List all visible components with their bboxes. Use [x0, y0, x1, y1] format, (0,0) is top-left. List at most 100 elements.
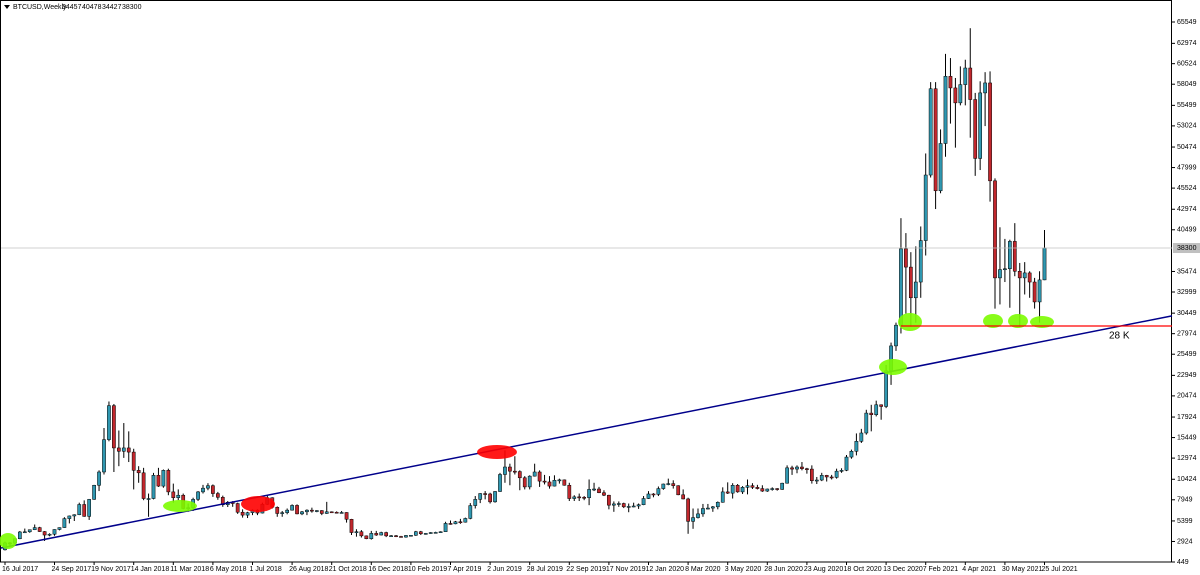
candle-body: [750, 485, 755, 488]
candle-body: [82, 504, 87, 517]
y-tick-label: 47999: [1177, 164, 1197, 171]
x-tick-label: 6 May 2018: [210, 566, 247, 573]
candle-body: [864, 412, 869, 434]
x-tick-label: 17 Nov 2019: [606, 566, 646, 573]
y-tick-label: 50474: [1177, 144, 1197, 151]
candle-body: [468, 505, 473, 519]
candle-body: [1017, 270, 1022, 279]
candle-body: [562, 479, 567, 486]
candle-body: [909, 266, 913, 299]
candle-body: [790, 467, 794, 470]
y-tick-label: 25499: [1177, 351, 1197, 358]
candle-body: [819, 475, 824, 481]
candle-body: [171, 491, 176, 498]
current-price-box: [1173, 243, 1200, 254]
candle-body: [77, 504, 82, 515]
candle-body: [998, 269, 1002, 279]
x-tick-label: 22 Sep 2019: [566, 566, 606, 573]
candle-body: [636, 504, 641, 507]
candle-body: [176, 494, 181, 498]
y-tick-label: 62974: [1177, 40, 1197, 47]
candle-body: [280, 512, 285, 514]
candle-body: [498, 474, 502, 492]
candle-body: [552, 480, 557, 487]
candle-body: [329, 511, 334, 514]
candle-body: [522, 477, 527, 488]
candle-body: [567, 485, 572, 499]
highlight: [0, 533, 17, 549]
candle-body: [978, 92, 982, 159]
candle-body: [211, 485, 215, 494]
chart-title: BTCUSD,Weekly: [13, 4, 67, 11]
candle-body: [933, 88, 938, 192]
candle-body: [854, 441, 859, 452]
candle-body: [131, 451, 136, 471]
candle-body: [349, 519, 354, 533]
x-tick-label: 28 Jul 2019: [527, 566, 563, 573]
candle-body: [607, 494, 611, 506]
candle-body: [428, 532, 433, 534]
y-tick-label: 15449: [1177, 434, 1197, 441]
highlight: [1030, 316, 1054, 328]
candle-body: [37, 527, 42, 532]
candle-body: [671, 483, 676, 486]
candle-body: [453, 521, 458, 525]
candle-body: [839, 470, 844, 472]
candle-body: [923, 174, 928, 241]
collapse-icon[interactable]: [4, 5, 10, 9]
candle-body: [146, 498, 151, 500]
candle-body: [324, 511, 329, 514]
candle-body: [770, 488, 775, 490]
candle-body: [364, 535, 369, 540]
candle-body: [785, 467, 789, 484]
candle-body: [493, 491, 497, 503]
candle-body: [696, 513, 700, 518]
candle-body: [438, 531, 443, 533]
candle-body: [993, 180, 997, 279]
candle-body: [517, 471, 522, 479]
y-tick-label: 2924: [1177, 538, 1193, 545]
candle-body: [201, 487, 205, 493]
x-tick-label: 23 Aug 2020: [804, 566, 843, 573]
candle-body: [1032, 281, 1037, 303]
candle-body: [527, 475, 532, 488]
candle-body: [621, 503, 626, 508]
candle-body: [894, 324, 898, 347]
candle-body: [760, 488, 765, 492]
x-tick-label: 7 Feb 2021: [923, 566, 959, 573]
candle-body: [582, 497, 586, 499]
candle-body: [305, 509, 309, 513]
candle-body: [374, 533, 379, 536]
x-tick-label: 3 May 2020: [725, 566, 762, 573]
header-close: 38300: [122, 4, 142, 11]
candle-body: [513, 470, 517, 473]
candle-body: [240, 511, 245, 516]
candle-body: [47, 533, 52, 536]
x-tick-label: 26 Aug 2018: [289, 566, 328, 573]
candle-body: [691, 517, 695, 522]
candle-body: [245, 512, 250, 516]
candle-body: [87, 499, 92, 517]
candle-body: [315, 510, 319, 512]
candle-body: [423, 533, 428, 535]
header-low: 34427: [102, 4, 122, 11]
x-tick-label: 24 Sep 2017: [52, 566, 92, 573]
x-tick-label: 2 Jun 2019: [487, 566, 522, 573]
candle-body: [57, 527, 62, 530]
candle-body: [1037, 279, 1042, 303]
candle-body: [67, 515, 72, 519]
candle-body: [656, 488, 661, 495]
x-tick-label: 18 Oct 2020: [844, 566, 882, 573]
y-tick-label: 35474: [1177, 268, 1197, 275]
candle-body: [448, 523, 453, 525]
candle-body: [869, 412, 874, 416]
candle-body: [795, 466, 799, 470]
candle-body: [488, 493, 492, 503]
candle-body: [503, 466, 507, 475]
candle-body: [126, 447, 131, 453]
level-label: 28 K: [1109, 331, 1130, 342]
candle-body: [616, 503, 621, 505]
x-tick-label: 8 Mar 2020: [685, 566, 721, 573]
candle-body: [641, 498, 646, 506]
y-tick-label: 5399: [1177, 518, 1193, 525]
